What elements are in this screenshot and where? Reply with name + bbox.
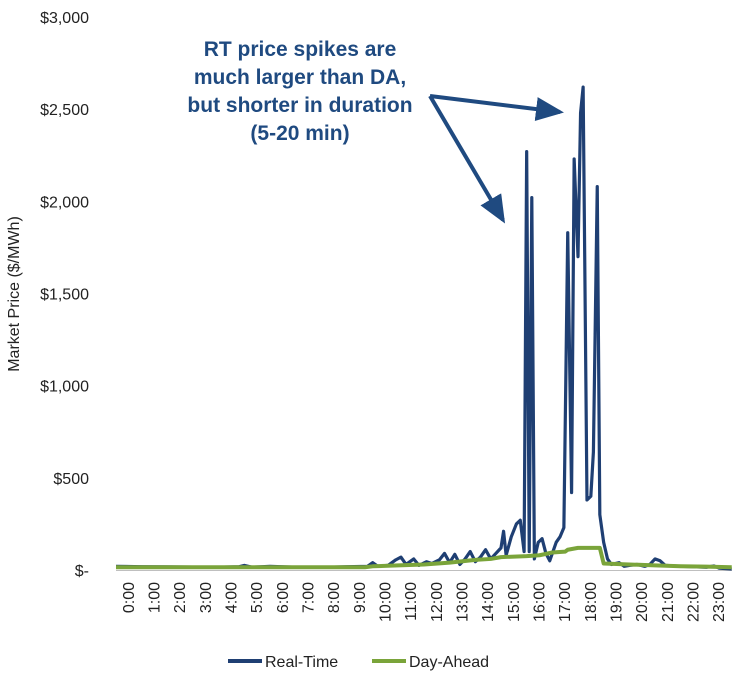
annotation-line-2: much larger than DA,	[194, 66, 406, 89]
x-tick-label: 7:00	[301, 582, 318, 613]
y-tick-label: $2,000	[40, 194, 89, 211]
annotation-line-1: RT price spikes are	[204, 38, 397, 61]
x-tick-label: 23:00	[711, 582, 728, 622]
y-axis-ticks: $- $500 $1,000 $1,500 $2,000 $2,500 $3,000	[40, 10, 89, 580]
annotation-line-4: (5-20 min)	[250, 122, 349, 145]
x-tick-label: 14:00	[480, 582, 497, 622]
x-tick-label: 21:00	[660, 582, 677, 622]
x-tick-label: 17:00	[557, 582, 574, 622]
x-tick-label: 11:00	[403, 582, 420, 621]
x-tick-label: 0:00	[121, 582, 138, 613]
legend: Real-Time Day-Ahead	[228, 654, 489, 671]
x-tick-label: 8:00	[326, 582, 343, 613]
legend-label-day-ahead: Day-Ahead	[409, 654, 489, 671]
x-tick-label: 18:00	[583, 582, 600, 622]
x-tick-label: 9:00	[352, 582, 369, 613]
x-tick-label: 4:00	[224, 582, 241, 613]
x-tick-label: 1:00	[147, 582, 164, 613]
y-tick-label: $-	[75, 563, 89, 580]
x-tick-label: 20:00	[634, 582, 651, 622]
series-layer	[115, 85, 732, 571]
legend-label-real-time: Real-Time	[265, 654, 338, 671]
x-tick-label: 6:00	[275, 582, 292, 613]
series-line-real-time	[115, 85, 732, 571]
annotation-line-3: but shorter in duration	[187, 94, 412, 117]
y-tick-label: $2,500	[40, 102, 89, 119]
x-tick-label: 10:00	[378, 582, 395, 622]
x-tick-label: 22:00	[686, 582, 703, 622]
x-tick-label: 19:00	[609, 582, 626, 622]
y-tick-label: $1,500	[40, 287, 89, 304]
x-tick-label: 3:00	[198, 582, 215, 613]
y-tick-label: $3,000	[40, 10, 89, 27]
x-axis-ticks: 0:00 1:00 2:00 3:00 4:00 5:00 6:00 7:00 8:00 9:00…	[121, 582, 728, 622]
series-line-day-ahead	[116, 545, 732, 570]
x-tick-label: 12:00	[429, 582, 446, 622]
y-axis-title: Market Price ($/MWh)	[6, 216, 23, 372]
x-tick-label: 2:00	[172, 582, 189, 613]
annotation: RT price spikes are much larger than DA,…	[187, 38, 564, 224]
x-tick-label: 16:00	[532, 582, 549, 622]
x-tick-label: 5:00	[249, 582, 266, 613]
y-tick-label: $1,000	[40, 379, 89, 396]
x-tick-label: 13:00	[455, 582, 472, 622]
annotation-arrow-lower	[428, 94, 506, 224]
annotation-arrow-upper	[429, 94, 564, 121]
y-tick-label: $500	[53, 471, 89, 488]
x-tick-label: 15:00	[506, 582, 523, 622]
